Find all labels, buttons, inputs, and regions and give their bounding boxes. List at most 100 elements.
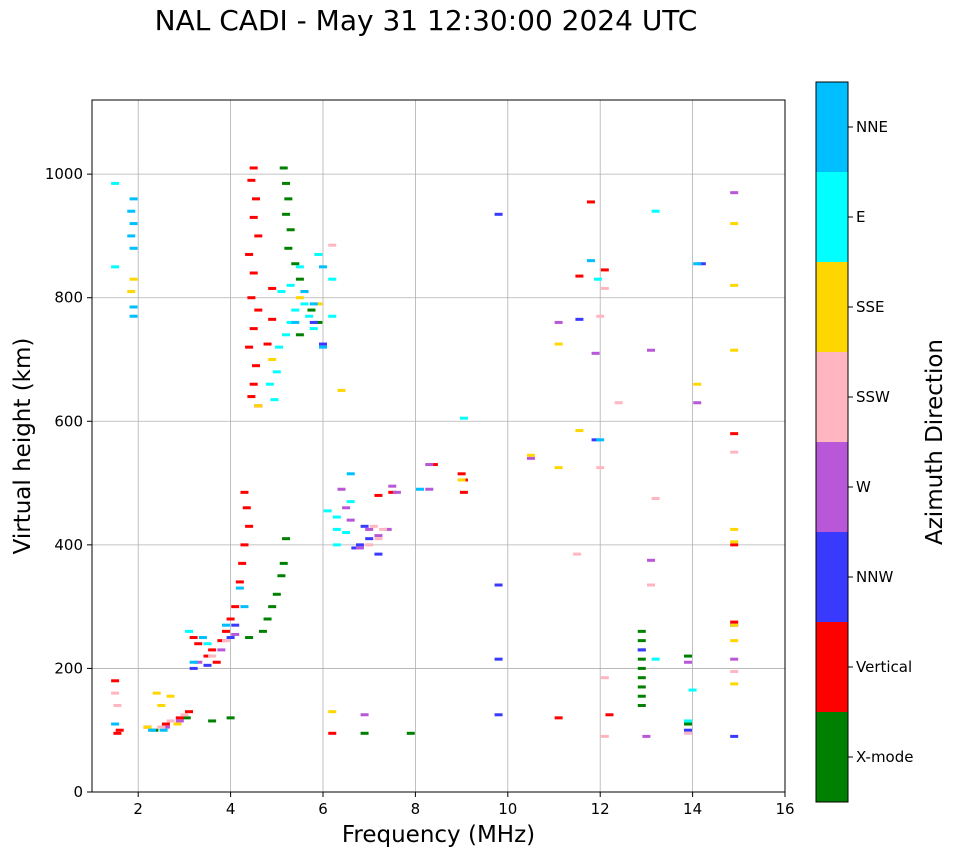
data-point — [203, 654, 212, 658]
data-point — [647, 558, 656, 562]
series-sse — [127, 222, 739, 729]
data-point — [286, 228, 295, 232]
data-point — [328, 731, 337, 735]
data-point — [459, 490, 468, 494]
data-point — [254, 234, 263, 238]
data-point — [175, 719, 184, 723]
data-point — [494, 583, 503, 587]
data-point — [238, 561, 247, 565]
plot-area: 2 4 6 8 10 12 14 16 0 200 400 600 800 1000 Frequency (… — [10, 99, 795, 848]
data-point — [286, 283, 295, 287]
data-point — [291, 262, 300, 266]
data-point — [730, 450, 739, 454]
data-point — [429, 463, 438, 467]
data-point — [166, 719, 175, 723]
data-point — [425, 487, 434, 491]
data-point — [245, 252, 254, 256]
data-point — [295, 265, 304, 269]
data-point — [596, 466, 605, 470]
data-point — [342, 506, 351, 510]
data-point — [730, 283, 739, 287]
data-point — [277, 290, 286, 294]
data-point — [282, 537, 291, 541]
data-point — [365, 537, 374, 541]
data-point — [730, 348, 739, 352]
data-point — [148, 728, 157, 732]
data-point — [360, 524, 369, 528]
data-point — [683, 719, 692, 723]
data-point — [245, 524, 254, 528]
data-point — [203, 642, 212, 646]
data-point — [319, 265, 327, 269]
data-point — [647, 348, 656, 352]
data-point — [526, 453, 535, 457]
colorbar-segment — [816, 532, 848, 622]
data-point — [314, 252, 323, 256]
data-point — [284, 197, 293, 201]
data-point — [328, 277, 337, 281]
data-point — [730, 670, 739, 674]
data-point — [282, 212, 291, 216]
data-point — [730, 191, 739, 195]
data-point — [284, 246, 293, 250]
data-point — [697, 262, 706, 266]
series-e — [111, 181, 697, 723]
data-point — [249, 215, 258, 219]
data-point — [730, 657, 739, 661]
data-point — [693, 382, 702, 386]
data-point — [328, 710, 337, 714]
data-point — [166, 694, 175, 698]
data-point — [328, 243, 337, 247]
data-point — [263, 342, 272, 346]
data-point — [647, 583, 656, 587]
data-point — [637, 648, 646, 652]
data-point — [365, 527, 374, 531]
data-point — [683, 731, 692, 735]
data-point — [379, 527, 388, 531]
data-point — [129, 314, 138, 318]
data-point — [113, 731, 122, 735]
data-point — [332, 543, 341, 547]
data-point — [305, 314, 314, 318]
data-point — [113, 704, 122, 707]
colorbar-tick-label: E — [856, 208, 865, 226]
data-point — [240, 543, 249, 547]
data-point — [182, 716, 191, 720]
x-axis-label: Frequency (MHz) — [342, 822, 535, 848]
data-point — [457, 478, 466, 482]
data-point — [268, 605, 277, 609]
y-tick-label: 200 — [54, 659, 83, 677]
data-point — [494, 212, 503, 216]
data-point — [157, 725, 166, 729]
data-point — [252, 364, 261, 368]
data-point — [307, 308, 316, 312]
data-point — [730, 543, 739, 547]
data-point — [637, 657, 646, 661]
data-point — [152, 691, 161, 695]
data-point — [180, 713, 189, 717]
data-point — [573, 552, 582, 556]
data-point — [730, 639, 739, 643]
data-point — [217, 639, 226, 643]
axes-frame — [91, 99, 786, 793]
colorbar-segment — [816, 712, 848, 802]
data-point — [194, 642, 203, 646]
data-point — [185, 629, 194, 633]
data-point — [249, 271, 258, 275]
data-point — [593, 277, 602, 281]
data-point — [240, 605, 249, 609]
data-point — [459, 416, 468, 420]
data-point — [129, 277, 138, 281]
data-point — [272, 592, 281, 596]
data-point — [637, 639, 646, 643]
data-point — [693, 262, 702, 266]
data-point — [392, 490, 401, 494]
colorbar-tick-label: X-mode — [856, 748, 913, 766]
data-point — [268, 317, 277, 321]
data-point — [111, 679, 120, 683]
data-point — [263, 617, 272, 621]
series-ssw — [111, 243, 739, 738]
data-point — [683, 722, 692, 726]
data-point — [231, 605, 240, 609]
